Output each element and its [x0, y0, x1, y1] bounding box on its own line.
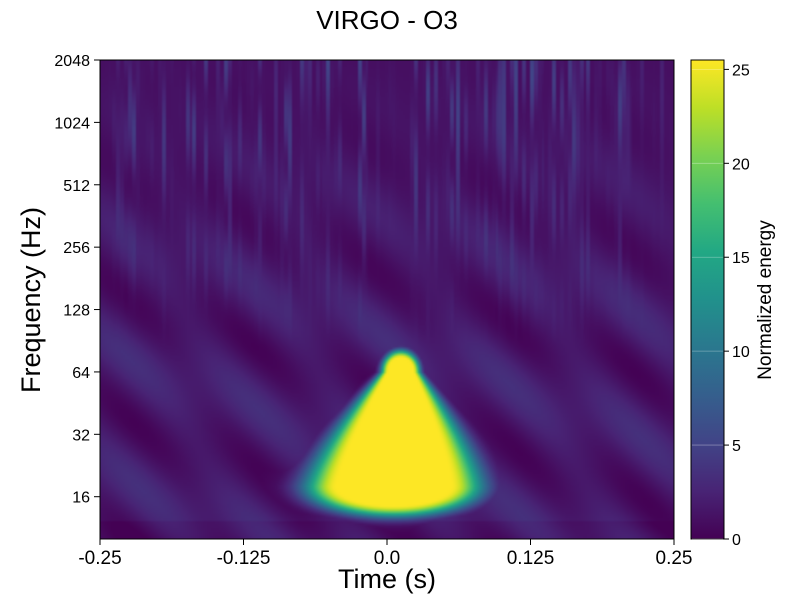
chart-title: VIRGO - O3 — [316, 5, 458, 35]
y-tick-label: 512 — [63, 178, 90, 195]
colorbar-ticks: 0 5 10 15 20 25 — [692, 62, 750, 549]
colorbar-tick-label: 0 — [732, 532, 741, 549]
colorbar: 0 5 10 15 20 25 Normalized energy — [690, 59, 776, 549]
x-tick-label: 0.125 — [507, 548, 555, 569]
spectrogram-heatmap — [100, 60, 674, 539]
y-axis-label: Frequency (Hz) — [16, 207, 46, 393]
y-axis: 16 32 64 128 256 512 1024 2048 — [54, 53, 100, 507]
colorbar-tick-label: 10 — [732, 344, 750, 361]
x-tick-label: -0.125 — [217, 548, 271, 569]
colorbar-gradient — [690, 59, 725, 540]
y-tick-label: 1024 — [54, 115, 90, 132]
colorbar-tick-label: 5 — [732, 438, 741, 455]
y-tick-label: 256 — [63, 240, 90, 257]
colorbar-tick-label: 25 — [732, 62, 750, 79]
x-axis: -0.25 -0.125 0.0 0.125 0.25 — [78, 539, 692, 569]
y-tick-label: 128 — [63, 303, 90, 320]
x-axis-label: Time (s) — [338, 564, 436, 594]
colorbar-tick-label: 15 — [732, 250, 750, 267]
x-tick-label: -0.25 — [78, 548, 121, 569]
y-tick-label: 32 — [72, 427, 90, 444]
y-tick-label: 16 — [72, 490, 90, 507]
x-tick-label: 0.0 — [374, 548, 400, 569]
colorbar-label: Normalized energy — [755, 220, 776, 380]
spectrogram-plot — [99, 59, 675, 540]
y-tick-label: 64 — [72, 365, 90, 382]
y-tick-label: 2048 — [54, 53, 90, 70]
x-tick-label: 0.25 — [656, 548, 693, 569]
colorbar-tick-label: 20 — [732, 156, 750, 173]
